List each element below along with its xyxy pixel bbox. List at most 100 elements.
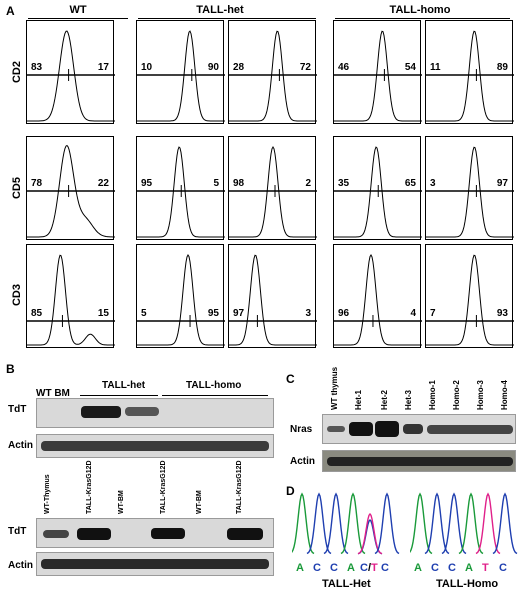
lane-tall-homo: TALL-homo: [186, 380, 242, 391]
row-label-tdt-bottom: TdT: [8, 526, 27, 537]
row-label-cd3: CD3: [11, 284, 23, 307]
band-actin-bottom: [41, 559, 269, 569]
pct-right: 90: [207, 62, 219, 73]
band-tdt-b2: [77, 528, 111, 540]
histogram-curve: [137, 146, 225, 238]
band-nras-wt: [327, 426, 345, 432]
caption-tall-homo: TALL-Homo: [436, 578, 499, 590]
row-label-actin-top: Actin: [8, 440, 33, 451]
row-label-cd2: CD2: [11, 61, 23, 84]
histogram-cd2-1: 83 17: [26, 20, 115, 124]
base-call: C: [330, 562, 338, 574]
row-label-actin-bottom: Actin: [8, 560, 33, 571]
pct-right: 17: [97, 62, 109, 73]
histogram-cd3-4: 96 4: [333, 244, 422, 348]
bracket-tall-homo: [162, 395, 268, 400]
chromatogram-homo: [410, 492, 518, 555]
band-tdt-het-1: [81, 406, 121, 418]
base-call: C: [381, 562, 389, 574]
pct-right: 65: [404, 178, 416, 189]
pct-left: 96: [338, 308, 350, 319]
pct-left: 85: [31, 308, 43, 319]
pct-right: 3: [305, 308, 311, 319]
base-call: C/T: [360, 562, 378, 574]
histogram-cd3-3: 97 3: [228, 244, 317, 348]
trace-peak-A: [340, 492, 366, 555]
histogram-curve: [137, 253, 225, 346]
trace-peak-A: [458, 492, 484, 555]
lane-label-bottom-4: TALL-KrasG12D: [160, 460, 167, 514]
band-tdt-b4: [151, 528, 185, 539]
row-label-tdt-top: TdT: [8, 404, 27, 415]
lane-label-bottom-6: TALL-KrasG12D: [236, 460, 243, 514]
lane-label-c-8: Homo-4: [500, 380, 509, 410]
chromatogram-het: [292, 492, 400, 555]
base-call: A: [414, 562, 422, 574]
histogram-curve: [137, 30, 225, 122]
pct-left: 46: [338, 62, 350, 73]
group-bracket-tall-het: [138, 18, 316, 23]
histogram-curve: [27, 144, 115, 238]
histogram-cd3-5: 7 93: [425, 244, 514, 348]
pct-left: 28: [233, 62, 245, 73]
histogram-curve: [426, 146, 514, 238]
blot-tdt-bottom: [36, 518, 274, 548]
pct-left: 10: [141, 62, 153, 73]
histogram-curve: [229, 30, 317, 122]
pct-left: 7: [430, 308, 436, 319]
group-header-tall-het: TALL-het: [196, 4, 244, 16]
pct-right: 4: [410, 308, 416, 319]
lane-label-c-6: Homo-2: [452, 380, 461, 410]
pct-left: 35: [338, 178, 350, 189]
pct-left: 95: [141, 178, 153, 189]
blot-actin-top: [36, 434, 274, 458]
pct-right: 93: [496, 308, 508, 319]
band-actin-c: [327, 457, 513, 466]
trace-peak-C: [374, 492, 400, 555]
trace-peak-C: [441, 492, 467, 555]
pct-right: 72: [299, 62, 311, 73]
trace-peak-C: [492, 492, 518, 555]
panel-d-label: D: [286, 484, 295, 498]
trace-peak-C: [424, 492, 450, 555]
lane-label-c-4: Het-3: [404, 389, 413, 410]
caption-tall-het: TALL-Het: [322, 578, 371, 590]
histogram-curve: [27, 30, 115, 122]
pct-left: 78: [31, 178, 43, 189]
base-call: C: [448, 562, 456, 574]
bracket-tall-het: [80, 395, 158, 400]
histogram-curve: [27, 254, 115, 346]
histogram-curve: [426, 254, 514, 346]
lane-tall-het: TALL-het: [102, 380, 146, 391]
histogram-cd3-1: 85 15: [26, 244, 115, 348]
band-nras-het2: [375, 421, 399, 437]
pct-right: 2: [305, 178, 311, 189]
base-call: C: [499, 562, 507, 574]
lane-label-c-2: Het-1: [354, 389, 363, 410]
trace-peak-A: [410, 492, 433, 555]
histogram-curve: [426, 30, 514, 122]
panel-a-label: A: [6, 4, 15, 18]
panel-b-label: B: [6, 362, 15, 376]
histogram-curve: [229, 254, 317, 346]
band-tdt-b1: [43, 530, 69, 538]
trace-peak-C: [306, 492, 332, 555]
histogram-cd2-2: 10 90: [136, 20, 225, 124]
trace-peak-C: [323, 492, 349, 555]
lane-label-bottom-3: WT-BM: [118, 490, 125, 514]
histogram-cd3-2: 5 95: [136, 244, 225, 348]
base-call: C: [431, 562, 439, 574]
base-call: C: [313, 562, 321, 574]
blot-tdt-top: [36, 398, 274, 428]
base-call: A: [296, 562, 304, 574]
pct-left: 98: [233, 178, 245, 189]
base-call: A: [465, 562, 473, 574]
lane-label-bottom-1: WT-Thymus: [44, 474, 51, 514]
blot-nras: [322, 414, 516, 444]
row-label-actin-c: Actin: [290, 456, 315, 467]
group-header-wt: WT: [69, 4, 87, 16]
histogram-curve: [334, 146, 422, 238]
histogram-cd5-5: 3 97: [425, 136, 514, 240]
group-bracket-tall-homo: [335, 18, 510, 23]
row-label-cd5: CD5: [11, 177, 23, 200]
